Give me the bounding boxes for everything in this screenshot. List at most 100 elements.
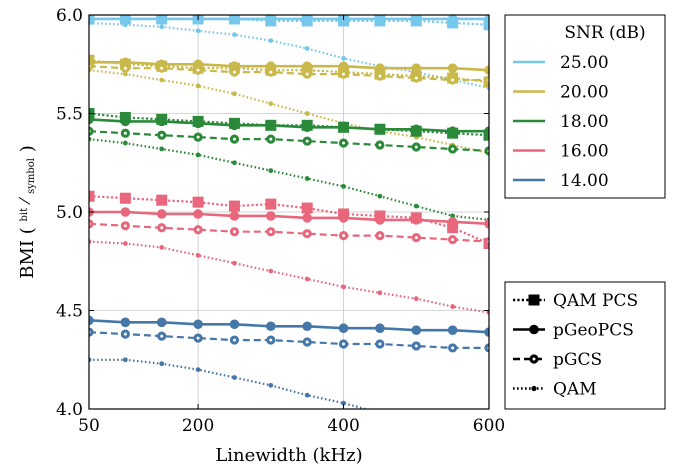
data-point [122, 140, 128, 146]
data-point-center [123, 224, 127, 228]
series-line [89, 319, 489, 334]
legend-label: QAM [553, 380, 597, 400]
data-point [304, 276, 310, 282]
data-point-center [123, 66, 127, 70]
y-axis-label-unit-den: symbol [26, 158, 37, 194]
data-point [411, 15, 422, 24]
data-point [484, 75, 489, 85]
data-point [484, 126, 489, 137]
data-point [89, 190, 95, 202]
data-point-center [160, 133, 164, 137]
data-point [156, 194, 168, 206]
data-point-center [305, 139, 309, 143]
data-point-center [451, 147, 455, 151]
data-point [302, 122, 312, 133]
y-tick-label: 5.0 [56, 203, 83, 223]
data-point-center [123, 332, 127, 336]
data-point [266, 15, 276, 24]
data-point-center [414, 236, 418, 240]
data-point [193, 319, 203, 330]
legend-label: pGCS [553, 350, 602, 370]
series-qam-snr-18.00 [89, 136, 489, 223]
legend-marker [528, 294, 540, 306]
data-point [268, 38, 274, 44]
data-point-center [269, 338, 273, 342]
data-point [232, 160, 237, 166]
data-point [447, 222, 459, 234]
data-point [120, 116, 131, 127]
series-line [89, 65, 489, 82]
style-legend-item: pGeoPCS [513, 321, 634, 341]
data-point [159, 146, 165, 152]
snr-legend-box [504, 14, 666, 199]
data-point [484, 146, 489, 156]
data-point [89, 327, 94, 337]
data-point-center [196, 228, 200, 232]
series-pgeopcs-snr-14.00 [89, 315, 489, 337]
data-point-center [414, 76, 418, 80]
data-point [450, 304, 456, 309]
data-point [156, 317, 167, 328]
data-point-center [232, 137, 236, 141]
data-point-center [269, 137, 273, 141]
data-point [341, 183, 346, 189]
legend-label: 18.00 [560, 112, 609, 132]
data-point [229, 211, 240, 221]
data-point-center [160, 334, 164, 338]
data-point [89, 114, 94, 125]
series-line [89, 130, 489, 152]
data-point [193, 209, 203, 219]
data-point [484, 343, 489, 353]
x-tick-label: 200 [182, 416, 214, 436]
y-tick-label: 6.0 [56, 6, 83, 26]
data-point-center [414, 344, 418, 348]
data-point [265, 198, 277, 210]
data-point [304, 111, 310, 116]
data-point-center [269, 70, 273, 74]
data-point [447, 15, 458, 24]
data-point [122, 357, 128, 363]
data-point [483, 19, 489, 31]
data-point [375, 124, 385, 135]
series-line [89, 112, 489, 137]
y-tick-label: 5.5 [56, 105, 83, 125]
data-point [304, 392, 310, 398]
data-point [341, 284, 346, 290]
series-line [89, 210, 489, 226]
data-point [375, 15, 385, 24]
data-point-center [378, 143, 382, 147]
data-point [89, 219, 94, 229]
data-point [411, 325, 422, 336]
data-point-center [305, 232, 309, 236]
data-point [156, 209, 167, 219]
data-point-center [305, 72, 309, 76]
data-point [266, 120, 276, 131]
x-tick-label: 600 [473, 416, 505, 436]
series-line [89, 222, 489, 243]
series-pgeopcs-snr-20.00 [89, 57, 489, 75]
data-point-center [342, 342, 346, 346]
data-point [375, 215, 385, 225]
legend-label: 16.00 [560, 142, 609, 162]
y-tick-label: 4.0 [56, 400, 83, 420]
data-point [89, 126, 94, 136]
data-point [341, 55, 346, 61]
snr-legend-title: SNR (dB) [564, 23, 645, 43]
legend-label: pGeoPCS [553, 321, 634, 341]
data-point-center [269, 230, 273, 234]
data-point [411, 215, 422, 225]
data-point [413, 203, 419, 209]
data-point [484, 236, 489, 247]
data-point [89, 315, 94, 326]
series-pgcs-snr-20.00 [89, 61, 489, 85]
data-point-center [160, 226, 164, 230]
data-point [341, 400, 346, 406]
snr-legend-item: 25.00 [513, 53, 609, 73]
data-point [156, 116, 167, 127]
data-point-center [414, 145, 418, 149]
data-point [375, 63, 385, 73]
legend-marker [529, 324, 539, 335]
legend-label: 14.00 [560, 171, 609, 191]
y-axis-label-unit-num: bit [19, 208, 30, 222]
